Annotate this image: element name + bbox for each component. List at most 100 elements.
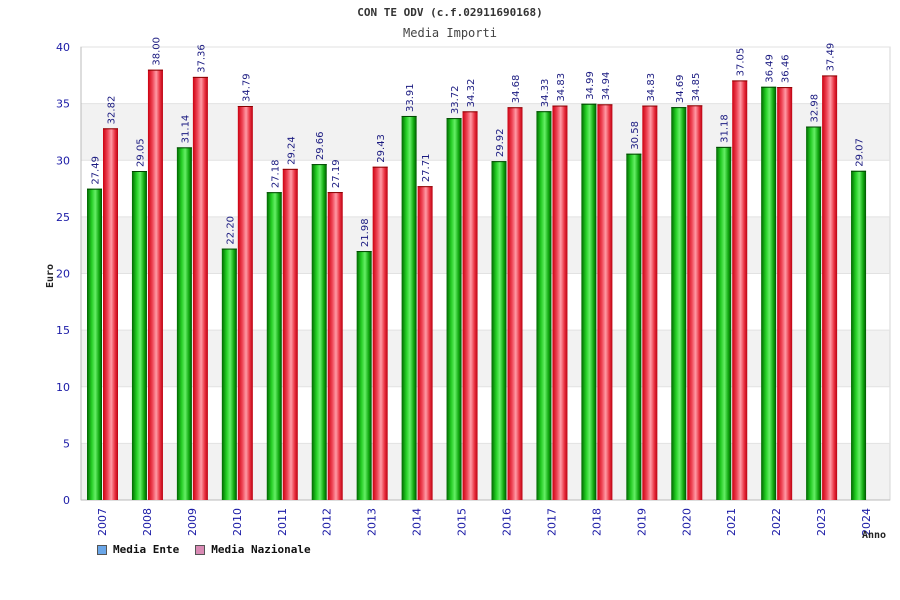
legend-label-ente: Media Ente [113,543,180,556]
value-label: 31.14 [180,115,191,144]
x-tick-label: 2013 [366,508,379,536]
chart-subtitle: Media Importi [403,26,497,40]
x-tick-label: 2007 [96,508,109,536]
y-axis-label: Euro [45,264,56,288]
y-tick-label: 0 [63,494,70,507]
value-label: 29.66 [315,131,326,160]
value-label: 34.79 [241,73,252,102]
y-axis-ticks: 0 5 10 15 20 25 30 35 40 [56,41,70,507]
value-label: 38.00 [151,37,162,66]
value-label: 32.98 [810,94,821,123]
value-label: 27.19 [331,159,342,188]
bar-media-nazionale [687,105,703,500]
value-label: 37.05 [736,48,747,77]
bar-media-ente [716,146,732,500]
bar-media-nazionale [327,192,343,501]
value-label: 37.49 [826,43,837,72]
x-axis-label: Anno [862,530,886,541]
x-tick-label: 2020 [680,508,693,536]
value-label: 34.68 [511,75,522,104]
legend-swatch-nazionale [195,544,206,555]
value-label: 33.72 [450,85,461,114]
bar-media-nazionale [282,168,298,500]
bar-media-ente [356,251,372,500]
grid-band [81,386,890,444]
grid-band [81,443,890,500]
legend-label-nazionale: Media Nazionale [211,543,311,556]
legend: Media Ente Media Nazionale [97,543,311,556]
value-label: 36.49 [765,54,776,83]
bar-media-ente [626,153,642,500]
y-tick-label: 5 [63,437,70,450]
bar-media-nazionale [147,69,163,501]
bar-media-nazionale [777,87,793,500]
x-tick-label: 2015 [456,508,469,536]
value-label: 29.07 [855,138,866,167]
x-tick-label: 2017 [545,508,558,536]
bar-media-nazionale [372,166,388,500]
legend-swatch-ente [97,544,107,555]
value-label: 27.71 [421,154,432,183]
value-label: 34.33 [540,79,551,108]
value-label: 21.98 [360,218,371,247]
bar-media-ente [221,248,237,500]
x-tick-label: 2019 [635,508,648,536]
chart-title: CON TE ODV (c.f.02911690168) [357,6,542,19]
bar-media-ente [311,164,327,500]
grid-band [81,103,890,161]
bars [87,69,867,501]
grid-band [81,330,890,387]
value-label: 36.46 [781,54,792,83]
x-tick-label: 2011 [276,508,289,536]
value-label: 22.20 [225,216,236,245]
bar-media-ente [671,107,687,501]
bar-media-ente [401,115,417,501]
value-label: 33.91 [405,83,416,112]
x-tick-label: 2009 [186,508,199,536]
bar-media-ente [176,147,192,501]
x-tick-label: 2018 [590,508,603,536]
bar-media-ente [87,188,102,500]
y-tick-label: 40 [56,41,70,54]
x-tick-label: 2022 [770,508,783,536]
bar-media-nazionale [507,107,523,501]
bar-media-nazionale [597,104,613,500]
legend-item-nazionale: Media Nazionale [195,543,311,556]
value-label: 29.92 [495,129,506,158]
value-label: 29.24 [286,136,297,165]
grid-lines [80,46,890,501]
bar-media-nazionale [192,76,208,500]
value-label: 29.43 [376,134,387,163]
y-tick-label: 30 [56,154,70,167]
y-tick-label: 35 [56,98,70,111]
bar-media-nazionale [642,105,658,501]
value-labels: 27.49 32.82 29.05 38.00 31.14 37.36 22.20 34.79… [91,37,866,247]
grid-band [81,216,890,274]
x-tick-label: 2012 [321,508,334,536]
value-label: 34.94 [601,72,612,101]
grid-band [81,273,890,331]
grid-band [81,47,890,104]
x-tick-label: 2016 [501,508,514,536]
bar-media-ente [266,192,282,500]
x-tick-label: 2024 [860,508,873,536]
x-axis-ticks: 2007 2008 2009 2010 2011 2012 2013 2014 2015 2016… [96,508,873,536]
plot-background [80,46,891,501]
y-tick-label: 25 [56,211,70,224]
x-tick-label: 2021 [725,508,738,536]
bar-media-nazionale [822,75,838,500]
y-tick-label: 10 [56,381,70,394]
value-label: 34.83 [556,73,567,102]
bar-media-nazionale [732,80,748,500]
value-label: 27.49 [91,156,102,185]
bar-media-ente [806,126,822,501]
value-label: 32.82 [107,96,118,125]
bar-media-nazionale [237,106,253,501]
value-label: 27.18 [270,160,281,189]
grid-band [81,160,890,217]
value-label: 31.18 [720,114,731,143]
bar-media-ente [491,161,507,500]
value-label: 34.69 [675,74,686,103]
value-label: 30.58 [630,121,641,150]
